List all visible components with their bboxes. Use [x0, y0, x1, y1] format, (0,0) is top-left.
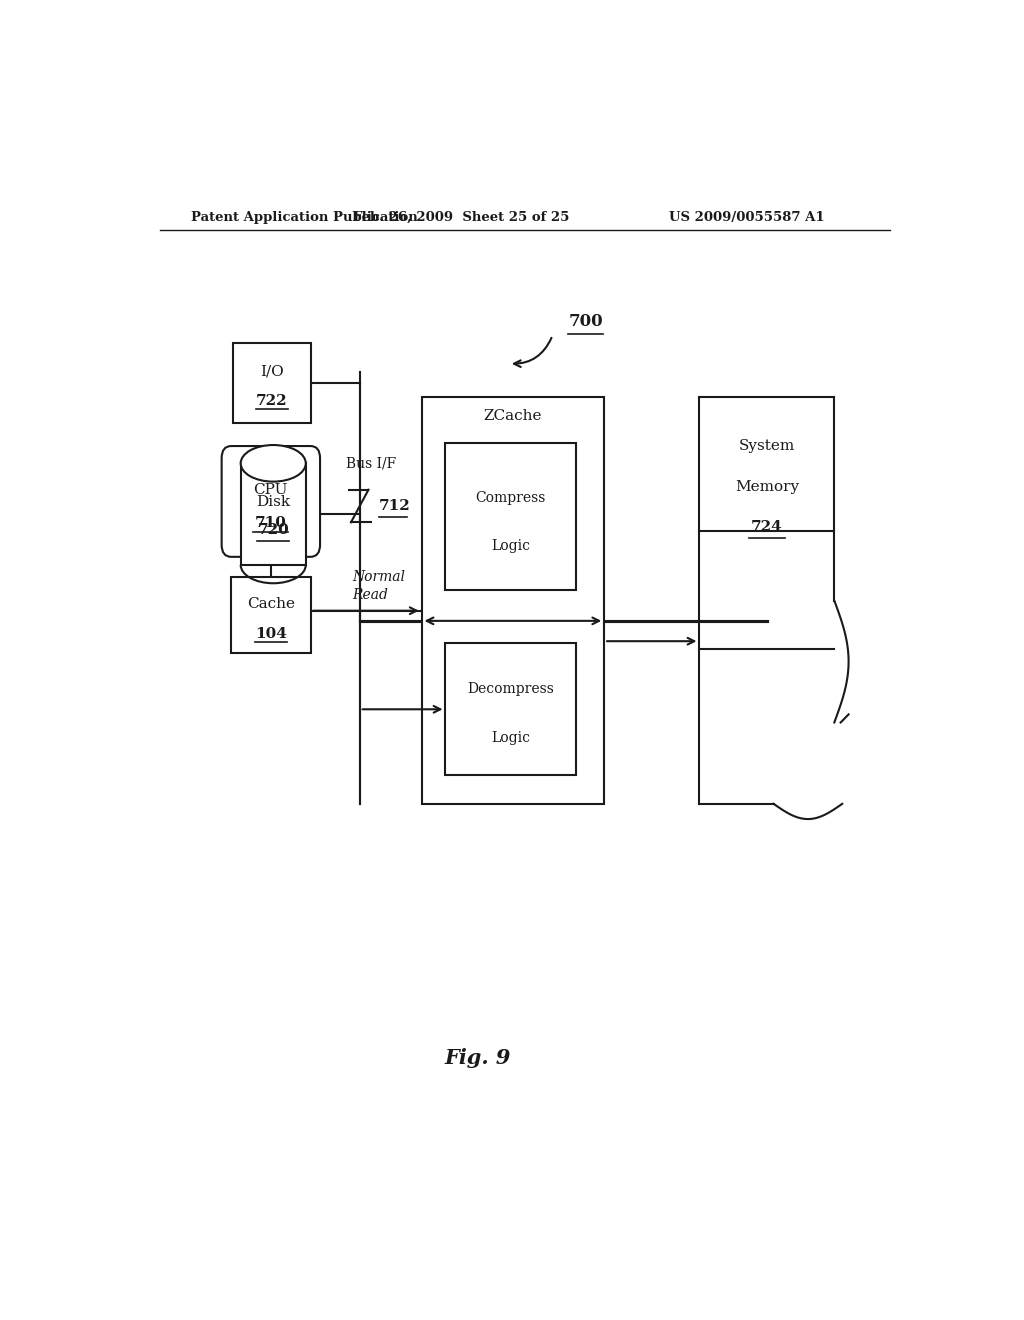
Bar: [445, 643, 577, 775]
Bar: [241, 463, 306, 565]
Text: Compress: Compress: [476, 491, 546, 504]
Text: Cache: Cache: [247, 597, 295, 611]
Text: Memory: Memory: [735, 479, 799, 494]
Text: Bus I/F: Bus I/F: [346, 457, 396, 470]
Bar: [231, 577, 310, 653]
Text: Normal: Normal: [352, 570, 406, 585]
Bar: [232, 343, 310, 422]
Text: Read: Read: [352, 589, 388, 602]
Text: US 2009/0055587 A1: US 2009/0055587 A1: [670, 211, 824, 224]
Text: Feb. 26, 2009  Sheet 25 of 25: Feb. 26, 2009 Sheet 25 of 25: [353, 211, 569, 224]
Text: ZCache: ZCache: [483, 409, 542, 422]
Text: System: System: [738, 440, 795, 453]
Text: Disk: Disk: [256, 495, 290, 510]
Text: Decompress: Decompress: [468, 682, 554, 697]
Text: Fig. 9: Fig. 9: [444, 1048, 510, 1068]
FancyArrowPatch shape: [514, 338, 552, 367]
Text: 712: 712: [379, 499, 411, 513]
Text: 710: 710: [255, 516, 287, 531]
Bar: [422, 397, 604, 804]
Text: Logic: Logic: [492, 731, 530, 746]
Text: 724: 724: [751, 520, 782, 535]
Bar: [445, 444, 577, 590]
Text: Patent Application Publication: Patent Application Publication: [191, 211, 418, 224]
Text: CPU: CPU: [254, 483, 288, 498]
Text: 104: 104: [255, 627, 287, 642]
Text: I/O: I/O: [260, 364, 284, 378]
Text: Logic: Logic: [492, 539, 530, 553]
Text: 720: 720: [257, 524, 289, 537]
FancyBboxPatch shape: [221, 446, 321, 557]
Text: 722: 722: [256, 395, 288, 408]
Ellipse shape: [241, 445, 306, 482]
Text: 700: 700: [568, 313, 603, 330]
